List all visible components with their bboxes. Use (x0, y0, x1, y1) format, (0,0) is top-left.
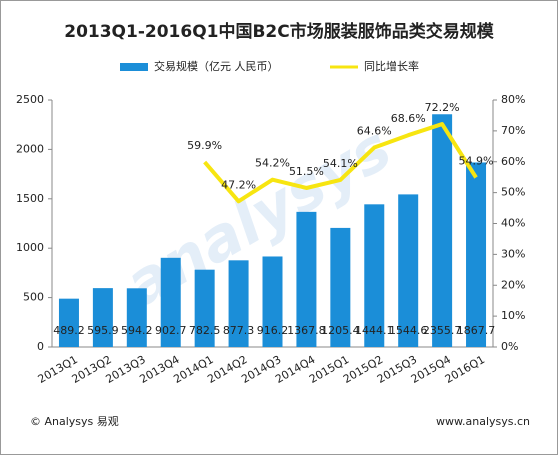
bar-value-label: 1867.7 (457, 324, 496, 337)
y-tick-label: 0 (37, 340, 44, 353)
line-value-label: 51.5% (289, 165, 324, 178)
y2-tick-label: 40% (501, 217, 525, 230)
bar-value-label: 1367.8 (287, 324, 326, 337)
footer-left: © Analysys 易观 (30, 415, 119, 428)
bar-value-label: 877.3 (223, 324, 255, 337)
legend-swatch (120, 63, 148, 71)
y2-tick-label: 50% (501, 186, 525, 199)
line-value-label: 54.1% (323, 157, 358, 170)
y-tick-label: 1500 (16, 192, 44, 205)
y2-tick-label: 60% (501, 155, 525, 168)
bar (398, 194, 419, 347)
line (203, 122, 478, 204)
line-value-label: 59.9% (187, 139, 222, 152)
line-value-label: 68.6% (391, 112, 426, 125)
bar-value-label: 2355.7 (423, 324, 462, 337)
bar (432, 114, 453, 348)
bar (296, 211, 317, 347)
bar-value-label: 782.5 (189, 324, 221, 337)
bar (364, 204, 385, 347)
y2-tick-label: 30% (501, 247, 525, 260)
bar (126, 288, 147, 347)
bar (330, 227, 351, 347)
line-value-label: 64.6% (357, 125, 392, 138)
y2-tick-label: 20% (501, 278, 525, 291)
y-tick-label: 2000 (16, 142, 44, 155)
y2-tick-label: 70% (501, 124, 525, 137)
bar (194, 269, 215, 347)
bar-value-label: 1444.1 (355, 324, 394, 337)
bar-value-label: 594.2 (121, 324, 153, 337)
bar-value-label: 1544.6 (389, 324, 428, 337)
legend-label: 交易规模（亿元 人民币） (154, 59, 279, 73)
chart-title: 2013Q1-2016Q1中国B2C市场服装服饰品类交易规模 (64, 21, 495, 42)
bar-value-label: 916.2 (257, 324, 289, 337)
bar (160, 257, 181, 347)
bar (228, 260, 249, 347)
y-tick-label: 500 (23, 291, 44, 304)
line-value-label: 47.2% (221, 178, 256, 191)
bar-value-label: 595.9 (87, 324, 119, 337)
y-tick-label: 1000 (16, 241, 44, 254)
footer-right: www.analysys.cn (436, 415, 530, 428)
legend-label: 同比增长率 (364, 59, 419, 73)
y2-tick-label: 10% (501, 309, 525, 322)
line-value-label: 54.2% (255, 157, 290, 170)
line-value-label: 54.9% (459, 154, 494, 167)
y2-tick-label: 0% (501, 340, 518, 353)
bar-value-label: 489.2 (53, 324, 85, 337)
y-tick-label: 2500 (16, 93, 44, 106)
bar (466, 162, 487, 347)
bar-value-label: 902.7 (155, 324, 187, 337)
bar-value-label: 1205.4 (321, 324, 360, 337)
y2-tick-label: 80% (501, 93, 525, 106)
bar (262, 256, 283, 347)
bar (92, 288, 113, 347)
line-value-label: 72.2% (425, 101, 460, 114)
bar (58, 298, 79, 347)
